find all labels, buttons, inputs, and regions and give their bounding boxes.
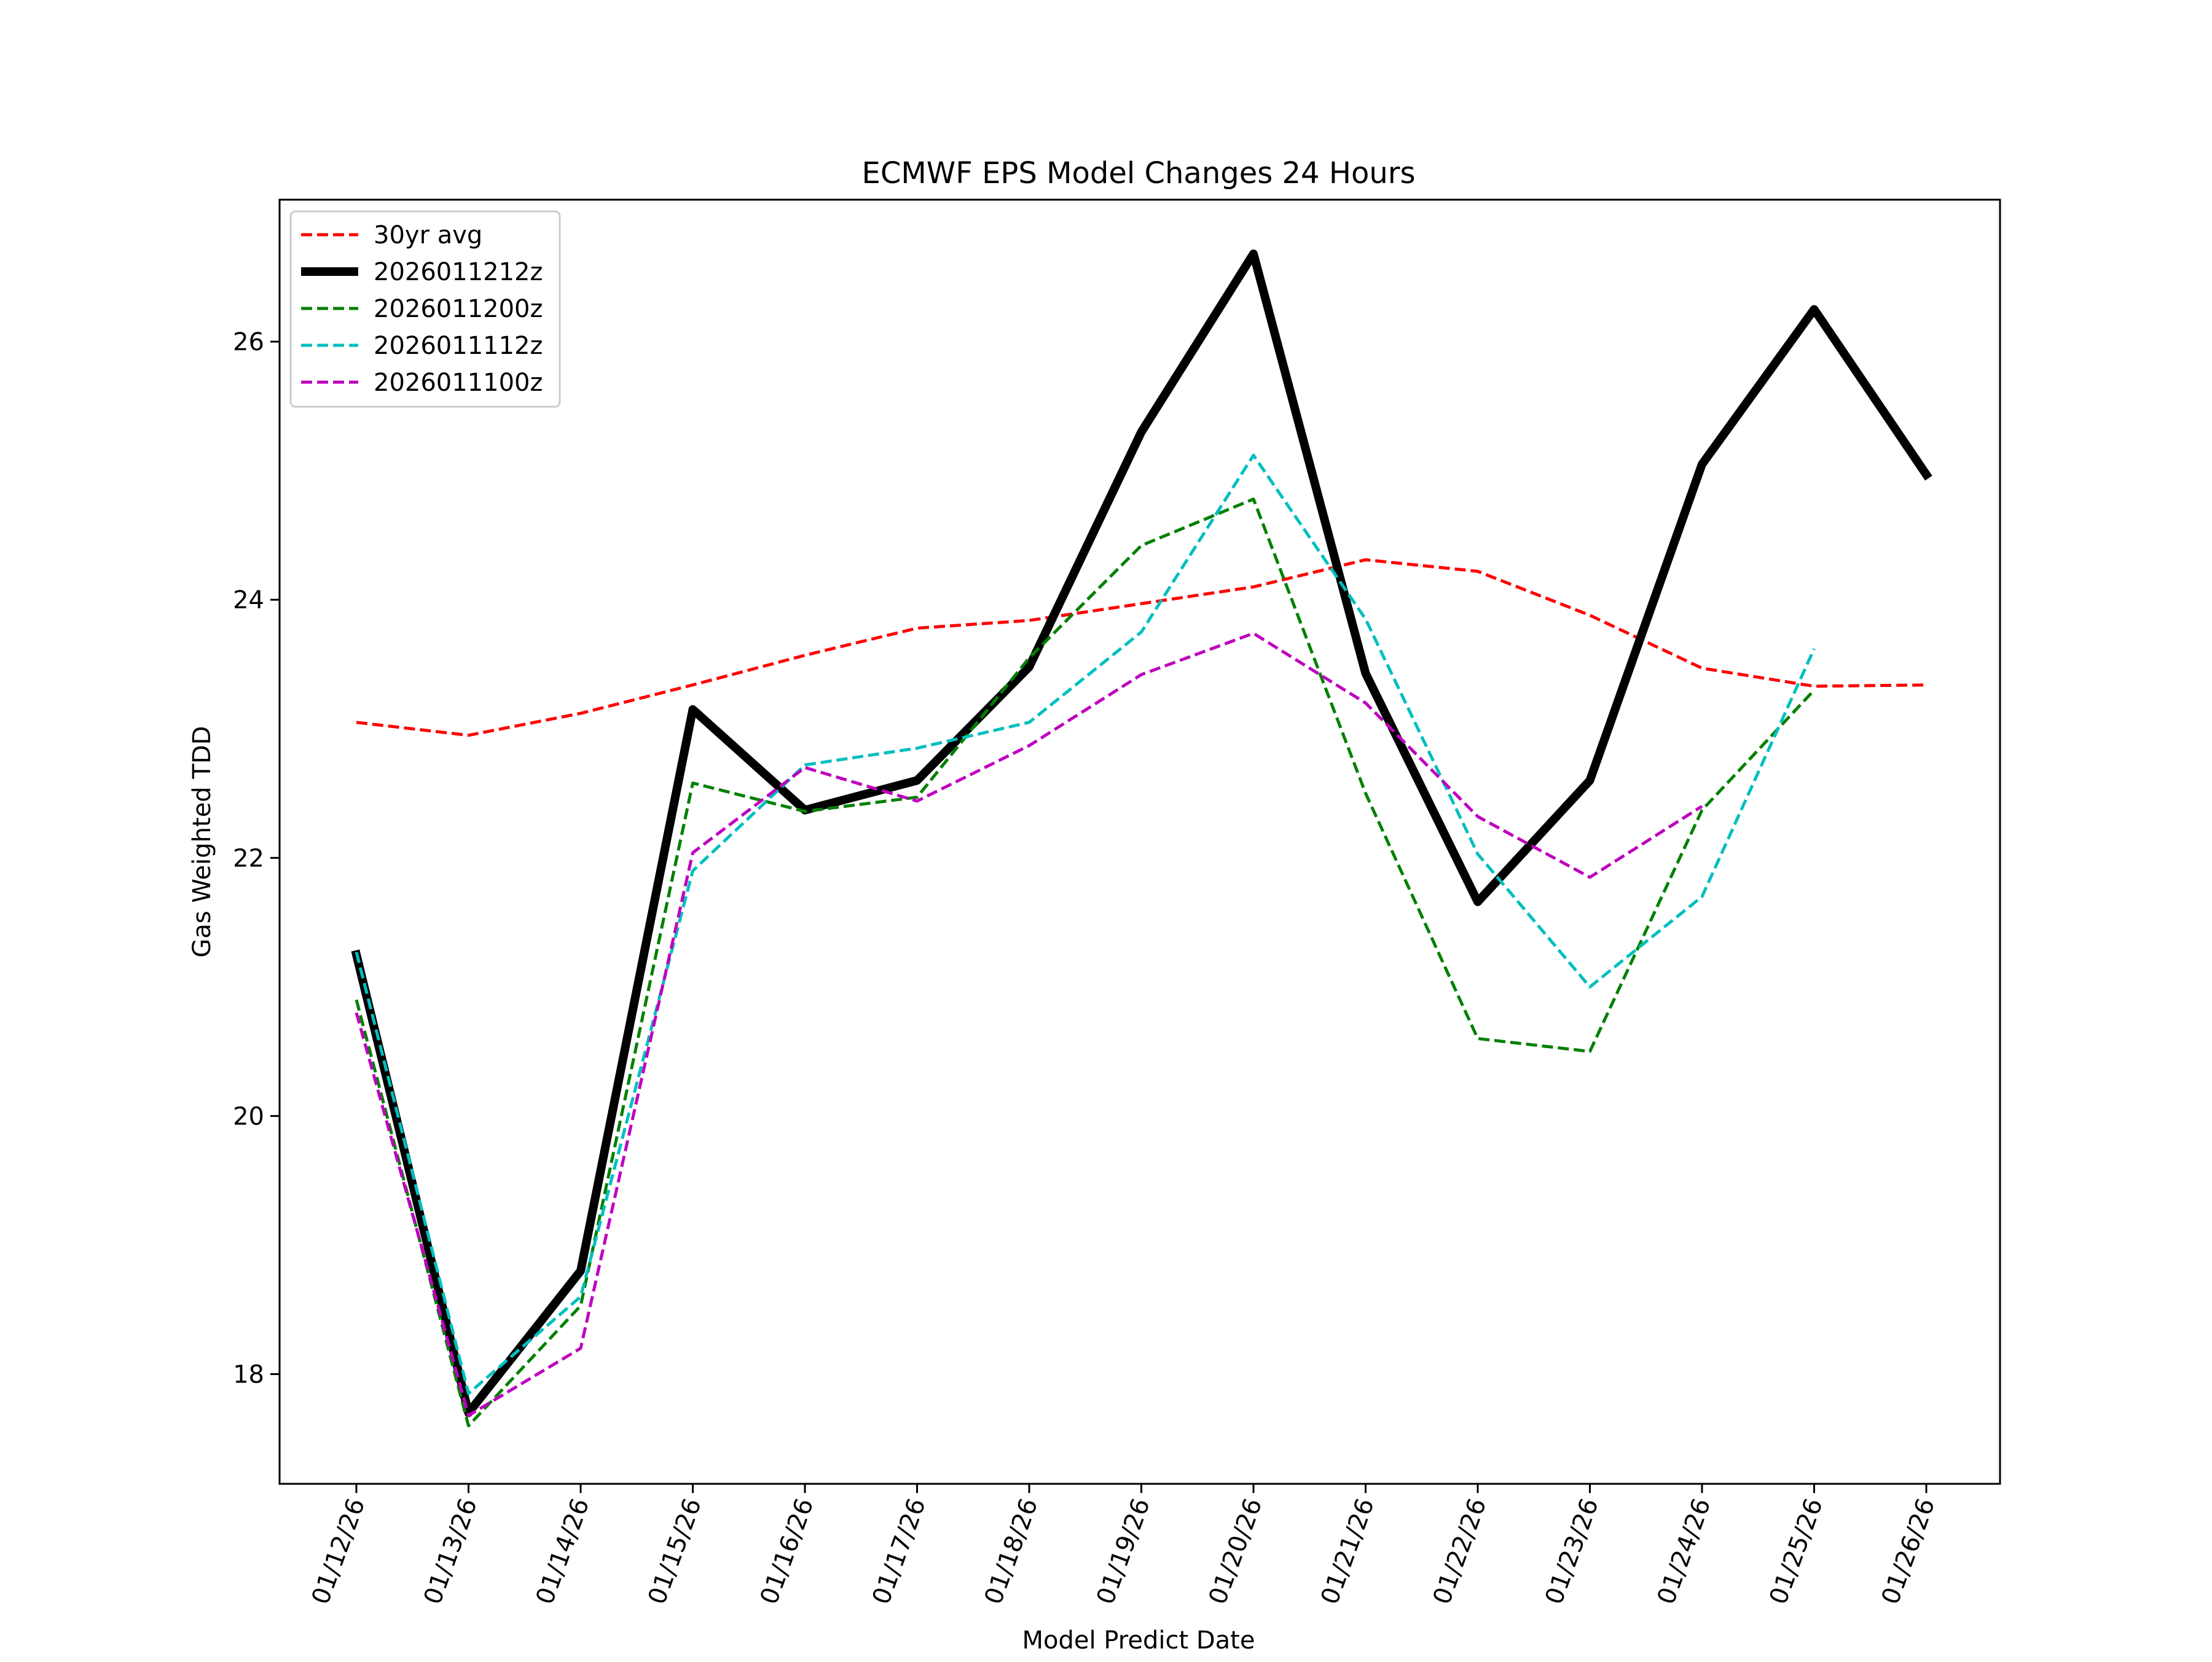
plot-area [351, 249, 1932, 1427]
legend-label: 2026011212z [374, 258, 543, 286]
series-line-30yr avg [356, 558, 1927, 737]
y-tick-label: 26 [233, 328, 264, 356]
y-axis-label: Gas Weighted TDD [188, 726, 216, 957]
axes-frame [278, 198, 2001, 1485]
y-tick-label: 22 [233, 844, 264, 872]
y-tick-label: 20 [233, 1102, 264, 1131]
y-tick-label: 18 [233, 1360, 264, 1389]
series-line-2026011212z [351, 249, 1932, 1417]
legend-label: 2026011112z [374, 332, 543, 360]
legend-label: 30yr avg [374, 221, 482, 249]
legend-box [289, 210, 561, 408]
y-axis: 18 20 22 24 26 [233, 328, 280, 1389]
legend-label: 2026011100z [374, 369, 543, 397]
legend: 30yr avg 2026011212z 2026011200z 2026011112… [289, 210, 561, 408]
legend-label: 2026011200z [374, 295, 543, 323]
series-line-2026011112z [355, 453, 1816, 1395]
chart-title: ECMWF EPS Model Changes 24 Hours [862, 156, 1416, 190]
series-line-2026011200z [355, 497, 1816, 1427]
series-line-2026011100z [355, 632, 1703, 1417]
x-axis-label: Model Predict Date [1022, 1626, 1255, 1655]
y-tick-label: 24 [233, 586, 264, 614]
